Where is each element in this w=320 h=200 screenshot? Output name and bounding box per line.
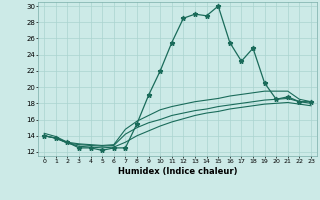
X-axis label: Humidex (Indice chaleur): Humidex (Indice chaleur) (118, 167, 237, 176)
